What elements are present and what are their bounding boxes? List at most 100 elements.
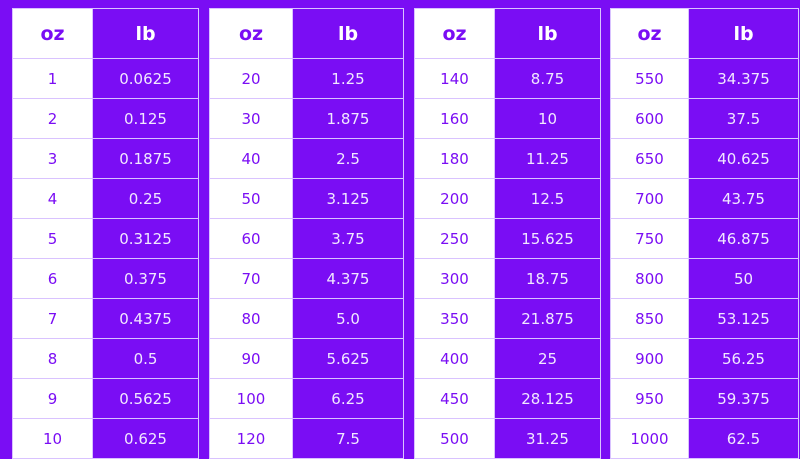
oz-value: 9 <box>12 378 93 419</box>
table-row: 2 0.125 <box>12 98 199 139</box>
oz-value: 60 <box>209 218 293 259</box>
table-row: 500 31.25 <box>414 418 601 459</box>
oz-value: 40 <box>209 138 293 179</box>
oz-value: 120 <box>209 418 293 459</box>
oz-lb-table-2: oz lb 20 1.25 30 1.875 40 2.5 50 3.125 60 3.75 70 4.3… <box>209 8 404 459</box>
header-row: oz lb <box>12 8 199 59</box>
oz-value: 600 <box>610 98 689 139</box>
table-row: 4 0.25 <box>12 178 199 219</box>
lb-value: 0.5 <box>92 338 199 379</box>
table-row: 3 0.1875 <box>12 138 199 179</box>
table-row: 400 25 <box>414 338 601 379</box>
oz-header: oz <box>209 8 293 59</box>
lb-value: 40.625 <box>688 138 799 179</box>
lb-value: 3.75 <box>292 218 404 259</box>
lb-value: 0.3125 <box>92 218 199 259</box>
lb-value: 0.5625 <box>92 378 199 419</box>
table-row: 900 56.25 <box>610 338 799 379</box>
oz-value: 10 <box>12 418 93 459</box>
table-row: 450 28.125 <box>414 378 601 419</box>
table-row: 250 15.625 <box>414 218 601 259</box>
oz-value: 450 <box>414 378 495 419</box>
oz-value: 850 <box>610 298 689 339</box>
oz-value: 3 <box>12 138 93 179</box>
table-row: 350 21.875 <box>414 298 601 339</box>
oz-value: 400 <box>414 338 495 379</box>
table-row: 800 50 <box>610 258 799 299</box>
table-row: 140 8.75 <box>414 58 601 99</box>
header-row: oz lb <box>610 8 799 59</box>
lb-value: 28.125 <box>494 378 601 419</box>
lb-header: lb <box>494 8 601 59</box>
oz-value: 250 <box>414 218 495 259</box>
lb-value: 10 <box>494 98 601 139</box>
lb-value: 5.625 <box>292 338 404 379</box>
table-row: 10 0.625 <box>12 418 199 459</box>
table-row: 300 18.75 <box>414 258 601 299</box>
table-row: 90 5.625 <box>209 338 404 379</box>
table-row: 100 6.25 <box>209 378 404 419</box>
table-row: 700 43.75 <box>610 178 799 219</box>
table-row: 1000 62.5 <box>610 418 799 459</box>
table-row: 60 3.75 <box>209 218 404 259</box>
lb-value: 0.25 <box>92 178 199 219</box>
oz-value: 750 <box>610 218 689 259</box>
lb-header: lb <box>688 8 799 59</box>
oz-value: 80 <box>209 298 293 339</box>
oz-value: 4 <box>12 178 93 219</box>
oz-value: 90 <box>209 338 293 379</box>
oz-value: 30 <box>209 98 293 139</box>
oz-value: 950 <box>610 378 689 419</box>
oz-value: 700 <box>610 178 689 219</box>
lb-value: 46.875 <box>688 218 799 259</box>
table-row: 180 11.25 <box>414 138 601 179</box>
oz-value: 160 <box>414 98 495 139</box>
table-row: 200 12.5 <box>414 178 601 219</box>
table-row: 120 7.5 <box>209 418 404 459</box>
table-row: 1 0.0625 <box>12 58 199 99</box>
header-row: oz lb <box>209 8 404 59</box>
table-row: 40 2.5 <box>209 138 404 179</box>
oz-value: 1 <box>12 58 93 99</box>
lb-value: 62.5 <box>688 418 799 459</box>
lb-header: lb <box>92 8 199 59</box>
oz-value: 50 <box>209 178 293 219</box>
oz-value: 5 <box>12 218 93 259</box>
oz-lb-table-4: oz lb 550 34.375 600 37.5 650 40.625 700 43.75 750… <box>610 8 799 459</box>
lb-value: 37.5 <box>688 98 799 139</box>
lb-value: 0.375 <box>92 258 199 299</box>
lb-value: 0.0625 <box>92 58 199 99</box>
table-row: 50 3.125 <box>209 178 404 219</box>
table-row: 7 0.4375 <box>12 298 199 339</box>
lb-value: 56.25 <box>688 338 799 379</box>
oz-value: 140 <box>414 58 495 99</box>
lb-value: 43.75 <box>688 178 799 219</box>
lb-value: 4.375 <box>292 258 404 299</box>
oz-value: 650 <box>610 138 689 179</box>
lb-value: 0.1875 <box>92 138 199 179</box>
table-row: 5 0.3125 <box>12 218 199 259</box>
lb-value: 0.4375 <box>92 298 199 339</box>
oz-value: 1000 <box>610 418 689 459</box>
table-row: 850 53.125 <box>610 298 799 339</box>
oz-value: 180 <box>414 138 495 179</box>
oz-value: 7 <box>12 298 93 339</box>
lb-value: 3.125 <box>292 178 404 219</box>
oz-value: 200 <box>414 178 495 219</box>
oz-lb-table-3: oz lb 140 8.75 160 10 180 11.25 200 12.5 250 15.625… <box>414 8 601 459</box>
lb-value: 18.75 <box>494 258 601 299</box>
table-row: 8 0.5 <box>12 338 199 379</box>
table-row: 6 0.375 <box>12 258 199 299</box>
lb-value: 34.375 <box>688 58 799 99</box>
oz-value: 800 <box>610 258 689 299</box>
table-row: 750 46.875 <box>610 218 799 259</box>
table-row: 9 0.5625 <box>12 378 199 419</box>
lb-value: 12.5 <box>494 178 601 219</box>
lb-value: 21.875 <box>494 298 601 339</box>
table-row: 950 59.375 <box>610 378 799 419</box>
oz-header: oz <box>610 8 689 59</box>
lb-value: 25 <box>494 338 601 379</box>
oz-value: 350 <box>414 298 495 339</box>
table-row: 30 1.875 <box>209 98 404 139</box>
table-row: 70 4.375 <box>209 258 404 299</box>
